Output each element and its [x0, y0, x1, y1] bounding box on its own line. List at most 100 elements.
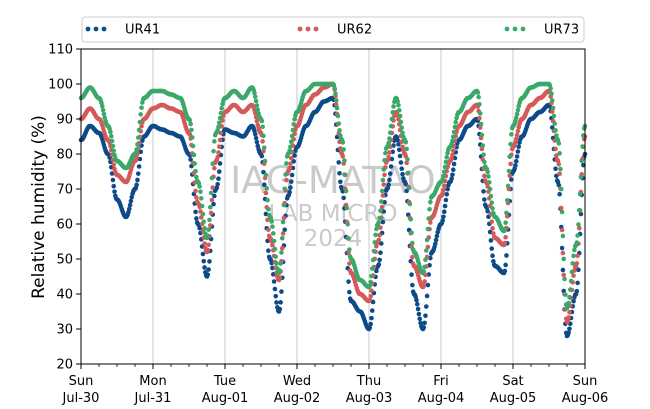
- interpolated-point: [395, 137, 400, 143]
- interpolated-point: [109, 138, 115, 144]
- legend-marker: [101, 26, 107, 32]
- interpolated-point: [217, 115, 223, 121]
- interpolated-point: [111, 148, 117, 154]
- interpolated-point: [433, 237, 439, 243]
- interpolated-point: [481, 152, 486, 158]
- interpolated-point: [482, 159, 487, 165]
- interpolated-point: [388, 123, 394, 129]
- interpolated-point: [368, 293, 373, 299]
- interpolated-point: [422, 320, 427, 326]
- interpolated-point: [201, 258, 207, 264]
- interpolated-point: [441, 173, 446, 179]
- interpolated-point: [575, 280, 580, 286]
- interpolated-point: [428, 220, 433, 225]
- interpolated-point: [135, 135, 141, 140]
- x-tick-label-day: Mon: [139, 374, 166, 389]
- interpolated-point: [408, 216, 414, 222]
- x-tick-label-day: Thu: [356, 374, 381, 389]
- interpolated-point: [440, 218, 445, 223]
- interpolated-point: [205, 272, 211, 278]
- interpolated-point: [200, 251, 206, 257]
- interpolated-point: [374, 243, 379, 249]
- interpolated-point: [576, 207, 582, 213]
- interpolated-point: [574, 240, 580, 245]
- interpolated-point: [399, 166, 405, 171]
- interpolated-point: [504, 210, 509, 216]
- interpolated-point: [417, 316, 423, 322]
- interpolated-point: [207, 205, 213, 210]
- interpolated-point: [368, 321, 373, 327]
- interpolated-point: [100, 107, 106, 113]
- interpolated-point: [287, 189, 292, 195]
- interpolated-point: [291, 121, 297, 127]
- interpolated-point: [486, 180, 492, 185]
- interpolated-point: [338, 179, 343, 185]
- interpolated-point: [513, 136, 519, 142]
- interpolated-point: [387, 171, 393, 176]
- interpolated-point: [396, 102, 401, 108]
- interpolated-point: [386, 140, 391, 146]
- interpolated-point: [485, 208, 490, 214]
- interpolated-point: [287, 165, 292, 171]
- interpolated-point: [252, 90, 257, 96]
- interpolated-point: [108, 129, 113, 135]
- interpolated-point: [556, 161, 562, 167]
- interpolated-point: [252, 131, 258, 137]
- legend-marker: [512, 26, 518, 32]
- interpolated-point: [553, 128, 558, 133]
- interpolated-point: [373, 232, 378, 238]
- interpolated-point: [345, 221, 351, 227]
- interpolated-point: [556, 141, 562, 146]
- interpolated-point: [216, 176, 221, 182]
- interpolated-point: [212, 165, 217, 171]
- interpolated-point: [210, 161, 216, 166]
- x-tick-label-day: Sun: [69, 374, 94, 389]
- interpolated-point: [378, 208, 383, 214]
- interpolated-point: [252, 94, 258, 100]
- interpolated-point: [575, 233, 580, 238]
- interpolated-point: [279, 250, 284, 255]
- interpolated-point: [503, 262, 508, 268]
- interpolated-point: [425, 226, 431, 232]
- legend-marker: [85, 26, 91, 32]
- interpolated-point: [206, 227, 211, 232]
- interpolated-point: [208, 210, 214, 216]
- interpolated-point: [346, 236, 351, 241]
- interpolated-point: [552, 121, 558, 126]
- interpolated-point: [434, 233, 440, 239]
- interpolated-point: [261, 133, 266, 139]
- interpolated-point: [278, 261, 283, 266]
- interpolated-point: [279, 289, 284, 294]
- legend-item-UR41: UR41: [85, 23, 160, 38]
- interpolated-point: [342, 158, 347, 163]
- interpolated-point: [479, 132, 485, 138]
- interpolated-point: [442, 164, 448, 170]
- interpolated-point: [553, 146, 558, 152]
- interpolated-point: [288, 185, 293, 190]
- interpolated-point: [202, 241, 207, 246]
- x-tick-label-date: Aug-03: [346, 391, 393, 406]
- interpolated-point: [567, 310, 572, 315]
- interpolated-point: [561, 256, 567, 262]
- interpolated-point: [347, 247, 352, 252]
- interpolated-point: [514, 154, 520, 159]
- interpolated-point: [548, 86, 553, 91]
- interpolated-point: [332, 86, 337, 91]
- interpolated-point: [396, 142, 401, 147]
- interpolated-point: [515, 128, 521, 134]
- interpolated-point: [139, 105, 144, 110]
- interpolated-point: [367, 283, 373, 289]
- interpolated-point: [280, 231, 286, 236]
- legend-marker: [93, 26, 99, 32]
- interpolated-point: [387, 150, 392, 155]
- interpolated-point: [513, 158, 519, 164]
- interpolated-point: [550, 105, 556, 111]
- interpolated-point: [194, 195, 199, 200]
- interpolated-point: [570, 261, 576, 266]
- interpolated-point: [503, 220, 508, 225]
- interpolated-point: [409, 272, 414, 277]
- interpolated-point: [368, 279, 373, 285]
- interpolated-point: [389, 116, 395, 122]
- interpolated-point: [560, 267, 566, 273]
